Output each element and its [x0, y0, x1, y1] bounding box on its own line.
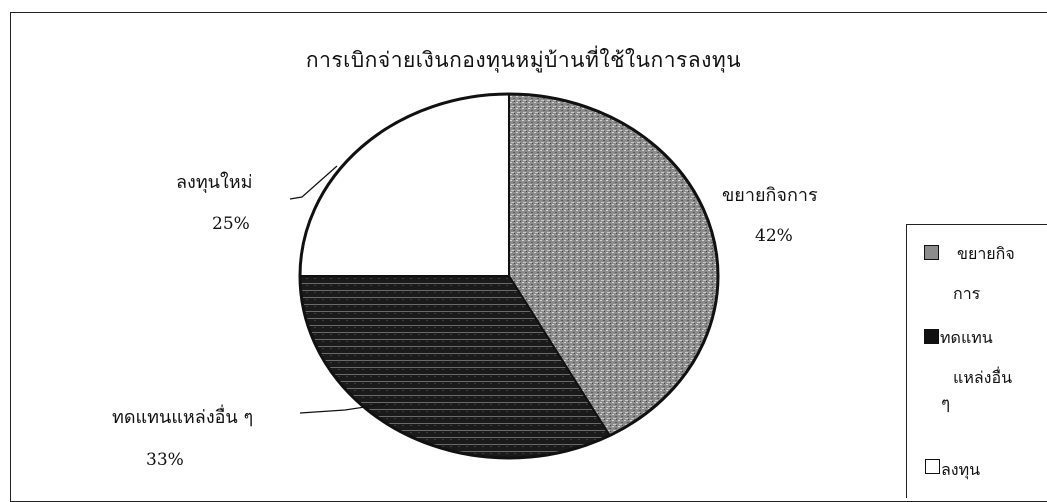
legend-swatch-other [924, 329, 939, 344]
chart-legend: ขยายกิจ การ ทดแทน แหล่งอื่น ๆ ลงทุน [906, 224, 1047, 498]
slice-label-expand: ขยายกิจการ [722, 185, 818, 206]
leader-line-other [299, 403, 386, 414]
slice-percent-expand: 42% [755, 226, 793, 246]
legend-label-new: ลงทุน [941, 460, 981, 479]
legend-swatch-expand [924, 245, 939, 260]
slice-label-other: ทดแทนแหล่งอื่น ๆ [112, 407, 254, 428]
chart-title: การเบิกจ่ายเงินกองทุนหมู่บ้านที่ใช้ในการ… [305, 48, 742, 72]
legend-label-other-2: แหล่งอื่น [953, 368, 1013, 387]
legend-label-other-1: ทดแทน [940, 328, 993, 347]
slice-label-new: ลงทุนใหม่ [176, 172, 253, 193]
slice-percent-other: 33% [146, 450, 184, 470]
legend-swatch-new [925, 459, 940, 474]
leader-line-new [289, 165, 338, 200]
pie-slice-new [298, 92, 510, 277]
slice-percent-new: 25% [212, 214, 250, 234]
legend-label-expand-1: ขยายกิจ [957, 244, 1015, 263]
pie-outline [298, 92, 720, 460]
legend-label-other-3: ๆ [941, 394, 951, 414]
legend-label-expand-2: การ [953, 284, 981, 303]
